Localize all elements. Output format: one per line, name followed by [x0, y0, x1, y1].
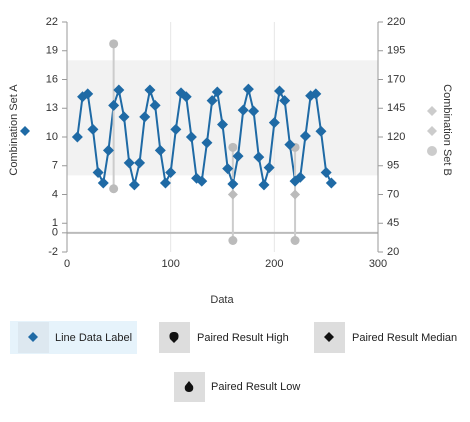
line-marker [170, 123, 182, 135]
line-marker [144, 84, 156, 96]
low-marker [109, 184, 119, 194]
x-axis-title: Data [210, 294, 234, 306]
y2-axis-title: Combination Set B [441, 84, 453, 176]
y-tick-label: 7 [52, 160, 58, 172]
high-marker [228, 142, 238, 152]
line-marker [211, 86, 223, 98]
line-marker [123, 157, 135, 169]
line-marker [320, 166, 332, 178]
line-marker [134, 157, 146, 169]
line-marker [92, 166, 104, 178]
line-marker [232, 150, 244, 162]
line-marker [284, 139, 296, 151]
y2-tick-label: 95 [387, 160, 399, 172]
line-marker [128, 179, 140, 191]
axis-legend-icon [427, 146, 437, 156]
line-marker [222, 163, 234, 175]
line-marker [185, 131, 197, 143]
line-marker [118, 111, 130, 123]
y2-tick-label: 120 [387, 131, 405, 143]
y-tick-label: 4 [52, 188, 58, 200]
legend-label[interactable]: Paired Result High [197, 332, 289, 344]
line-marker [165, 166, 177, 178]
line-marker [217, 119, 228, 131]
line-marker [227, 178, 239, 190]
y-tick-label: 0 [52, 227, 58, 239]
line-marker [159, 177, 171, 189]
x-tick-label: 200 [265, 258, 283, 270]
line-marker [237, 104, 249, 116]
line-marker [108, 99, 120, 111]
line-marker [268, 117, 280, 129]
legend: Line Data Label Paired Result High Paire… [10, 321, 457, 402]
line-marker [154, 144, 166, 156]
y-tick-label: 19 [46, 45, 58, 57]
low-marker [290, 236, 300, 245]
y-tick-label: 13 [46, 102, 58, 114]
line-marker [87, 123, 99, 135]
y2-tick-label: 45 [387, 217, 399, 229]
y2-tick-label: 170 [387, 73, 405, 85]
line-marker [310, 88, 322, 100]
line-marker [325, 177, 337, 189]
x-tick-label: 0 [64, 258, 70, 270]
line-marker [315, 125, 327, 137]
y-axis-title: Combination Set A [8, 84, 20, 176]
line-marker [139, 111, 151, 123]
line-marker [149, 99, 161, 111]
line-marker [279, 95, 291, 107]
line-marker [196, 175, 208, 187]
y-tick-label: 22 [46, 16, 58, 28]
line-marker [206, 95, 218, 107]
median-marker [290, 189, 301, 200]
line-marker [248, 105, 260, 117]
y2-tick-label: 220 [387, 16, 405, 28]
line-marker [180, 91, 192, 103]
x-tick-label: 100 [161, 258, 179, 270]
legend-label[interactable]: Line Data Label [55, 332, 132, 344]
y2-tick-label: 20 [387, 246, 399, 258]
legend-icon [28, 332, 38, 342]
y2-tick-label: 145 [387, 102, 405, 114]
axis-legend-icon [427, 126, 437, 136]
axis-legend-icon [20, 126, 30, 136]
x-tick-label: 300 [369, 258, 387, 270]
line-marker [294, 171, 306, 183]
y-tick-label: 1 [52, 217, 58, 229]
y-tick-label: 10 [46, 131, 58, 143]
line-marker [258, 179, 270, 191]
y-tick-label: -2 [48, 246, 58, 258]
median-marker [227, 189, 238, 200]
line-marker [253, 151, 265, 163]
y2-tick-label: 195 [387, 45, 405, 57]
y-tick-label: 16 [46, 73, 58, 85]
legend-icon [184, 381, 194, 392]
legend-icon [169, 332, 179, 343]
plot-band [67, 60, 378, 176]
high-marker [109, 39, 119, 49]
line-marker [82, 88, 94, 100]
low-marker [228, 236, 238, 245]
line-marker [102, 144, 114, 156]
legend-icon [324, 332, 334, 342]
line-marker [113, 84, 125, 96]
y2-tick-label: 70 [387, 188, 399, 200]
line-marker [274, 85, 286, 97]
line-marker [299, 130, 311, 142]
axis-legend-icon [427, 106, 437, 116]
line-marker [97, 177, 109, 189]
line-marker [263, 162, 275, 174]
legend-label[interactable]: Paired Result Median [352, 332, 457, 344]
line-marker [71, 131, 83, 143]
legend-label[interactable]: Paired Result Low [211, 381, 300, 393]
line-marker [242, 83, 254, 95]
line-marker [201, 137, 213, 149]
